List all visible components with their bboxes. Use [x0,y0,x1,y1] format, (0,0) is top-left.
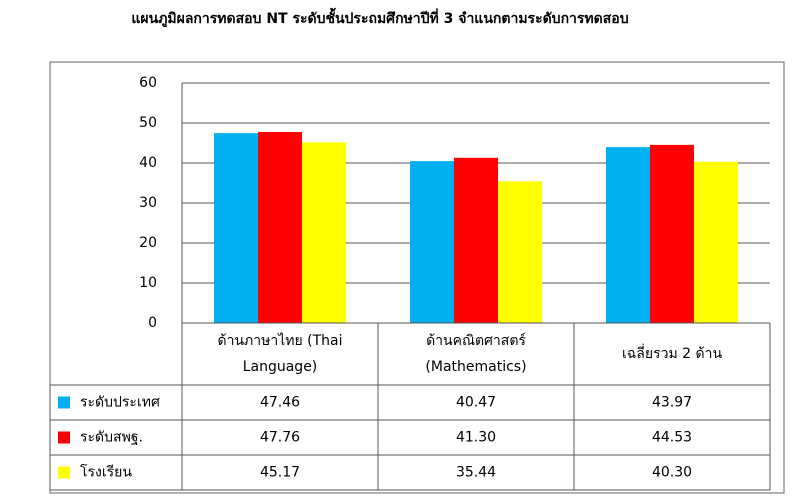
bar [410,161,454,323]
legend-key [58,466,70,479]
category-label: ด้านภาษาไทย (Thai Language) [217,333,343,375]
legend-key [58,431,70,444]
chart-border [49,61,785,494]
category-label: ด้านคณิตศาสตร์ (Mathematics) [425,333,527,375]
category-label: เฉลี่ยรวม 2 ด้าน [621,346,723,362]
y-tick-label: 60 [139,75,157,91]
bar [454,157,498,323]
bar [302,142,346,323]
y-tick-label: 10 [139,275,157,291]
bar [650,144,694,323]
y-tick-label: 0 [148,315,157,331]
bar [258,131,302,323]
table-value: 35.44 [456,465,496,481]
y-tick-label: 20 [139,235,157,251]
table-value: 47.46 [260,395,300,411]
legend-label: โรงเรียน [80,464,132,481]
y-tick-label: 40 [139,155,157,171]
legend-key [58,396,70,409]
bar [214,133,258,323]
table-value: 44.53 [652,430,692,446]
table-value: 40.47 [456,395,496,411]
table-value: 40.30 [652,465,692,481]
y-tick-label: 50 [139,115,157,131]
legend-label: ระดับสพฐ. [80,430,143,446]
y-tick-label: 30 [139,195,157,211]
table-value: 45.17 [260,465,300,481]
table-value: 43.97 [652,395,692,411]
table-value: 47.76 [260,430,300,446]
bar [498,181,542,323]
bar [606,147,650,323]
chart-title: แผนภูมิผลการทดสอบ NT ระดับชั้นประถมศึกษา… [131,7,628,27]
bar [694,161,738,323]
table-value: 41.30 [456,430,496,446]
legend-label: ระดับประเทศ [80,395,160,411]
